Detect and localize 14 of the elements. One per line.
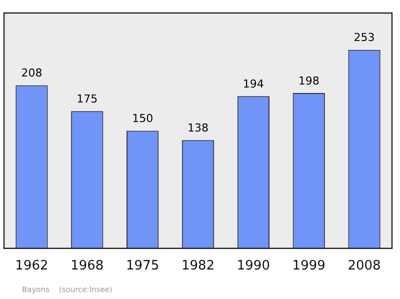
data-label: 198 xyxy=(298,74,320,88)
x-tick-label: 1962 xyxy=(15,258,48,274)
x-tick-label: 1999 xyxy=(292,258,326,274)
x-tick-label: 1982 xyxy=(181,258,215,274)
data-label: 194 xyxy=(242,78,264,91)
x-tick-label: 2008 xyxy=(348,258,381,274)
x-tick-label: 1990 xyxy=(236,258,270,274)
data-label: 150 xyxy=(132,112,154,126)
data-label: 253 xyxy=(354,31,375,44)
data-label: 138 xyxy=(188,121,208,134)
x-tick-label: 1975 xyxy=(126,258,160,274)
data-label: 208 xyxy=(21,66,42,80)
data-label: 175 xyxy=(76,92,98,106)
x-tick-label: 1968 xyxy=(70,258,104,274)
